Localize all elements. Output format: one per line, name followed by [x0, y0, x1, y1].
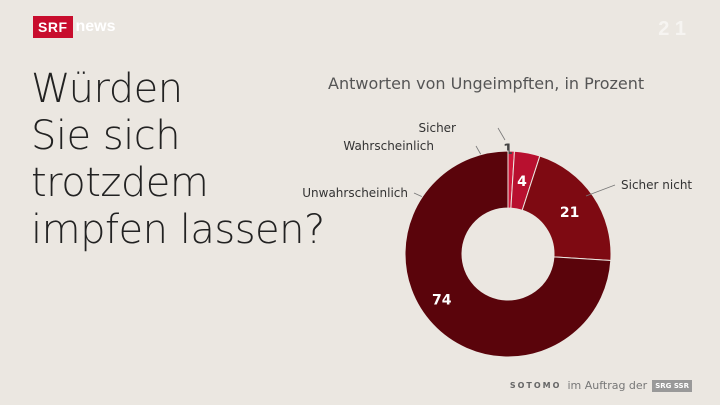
slice-label: Sicher	[419, 121, 457, 135]
slice-label: Wahrscheinlich	[343, 139, 434, 153]
question-text: Würden Sie sich trotzdem impfen lassen?	[31, 66, 325, 254]
footer-credit: SOTOMO im Auftrag der SRG SSR	[510, 379, 692, 392]
slice-value: 74	[432, 293, 452, 309]
donut-slice	[404, 150, 612, 358]
source-logo: SOTOMO	[509, 381, 562, 390]
slice-label: Sicher nicht	[621, 178, 692, 192]
footer-text: im Auftrag der	[567, 379, 648, 392]
question-line: Sie sich	[31, 113, 181, 159]
question-line: trotzdem	[31, 160, 209, 206]
chart-title: Antworten von Ungeimpften, in Prozent	[328, 74, 645, 93]
donut-slice	[521, 155, 612, 261]
logo-srf: SRF	[33, 16, 73, 38]
question-line: Würden	[31, 66, 183, 112]
srg-badge: SRG SSR	[652, 379, 692, 392]
slice-label: Unwahrscheinlich	[302, 186, 408, 200]
slice-value: 21	[560, 205, 579, 221]
channel-watermark: 2 1	[658, 18, 686, 40]
leader-line	[497, 127, 506, 141]
slice-value: 1	[503, 142, 513, 158]
slice-value: 4	[517, 174, 527, 190]
leader-line	[585, 184, 616, 197]
logo-news: news	[75, 18, 116, 35]
question-line: impfen lassen?	[31, 207, 325, 253]
srf-news-logo: SRF news	[33, 16, 116, 38]
